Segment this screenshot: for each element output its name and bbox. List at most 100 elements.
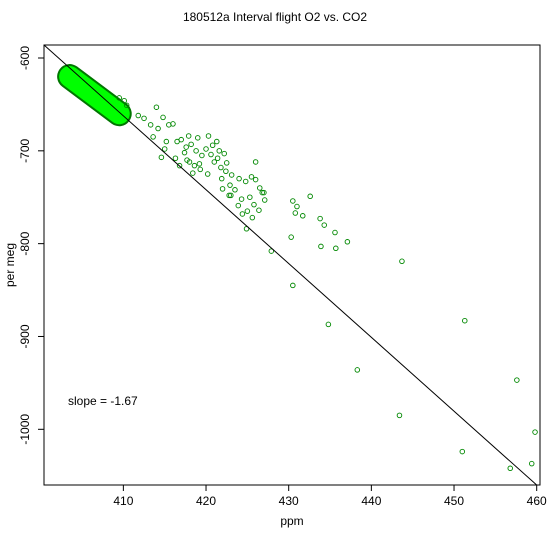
data-point [203,146,209,152]
data-point [317,215,323,222]
data-point [321,222,327,228]
data-point [257,185,263,191]
data-point [236,175,242,182]
x-axis: 410 420 430 440 450 460 [113,485,547,508]
data-point [462,317,468,324]
data-point [292,210,299,216]
data-point [248,174,255,180]
data-point [223,168,229,174]
x-tick-label: 420 [196,494,216,508]
y-tick-label: -900 [18,324,32,348]
slope-annotation: slope = -1.67 [68,394,138,408]
data-point [184,157,190,163]
data-point [325,321,332,328]
plot-frame [43,44,541,486]
data-point [153,104,160,110]
data-point [261,197,268,203]
x-tick-label: 440 [361,494,381,508]
y-axis: -600 -700 -800 -900 -1000 [18,46,44,445]
data-point [332,229,338,236]
data-point [172,155,179,161]
data-point [507,465,513,472]
data-point [299,213,306,219]
data-point [135,112,141,119]
chart-title: 180512a Interval flight O2 vs. CO2 [183,10,367,24]
data-point [178,136,184,143]
data-point [238,196,245,202]
data-point [197,166,203,173]
data-point [116,95,122,101]
data-point [161,146,168,152]
data-point [163,138,170,145]
data-point [209,142,216,149]
data-point [307,193,313,200]
data-point [249,214,256,221]
plot-area [43,44,538,486]
data-point [288,234,294,240]
data-point [218,175,225,182]
data-point [123,102,130,109]
data-point [514,377,520,383]
data-point [191,162,198,169]
fit-line [43,44,538,486]
data-point [219,186,226,192]
x-axis-title: ppm [280,514,303,528]
data-point [242,178,249,185]
data-point [247,194,253,200]
data-point [185,133,192,139]
data-point [252,176,259,183]
data-point [239,211,246,217]
y-tick-label: -600 [18,46,32,70]
data-point [170,121,176,127]
data-point [214,155,221,161]
y-tick-label: -700 [18,138,32,162]
data-point [193,148,199,154]
data-point [232,187,238,193]
data-point [141,115,147,122]
data-point [214,138,220,145]
data-point [158,154,165,161]
data-point [228,192,234,199]
data-point [205,133,212,139]
data-point [190,170,196,176]
data-point [147,122,154,128]
data-point [155,125,161,132]
data-point [181,149,188,156]
data-point [268,248,275,254]
data-point [396,412,403,419]
data-point [333,245,339,252]
x-tick-label: 460 [527,494,547,508]
data-point [199,152,205,159]
data-point [218,164,224,171]
data-point [227,182,233,188]
data-point [208,151,214,158]
data-point [294,203,300,210]
data-point [251,201,257,208]
data-point [196,161,203,167]
data-point [160,114,166,121]
data-point [256,207,262,213]
data-point [528,460,535,467]
x-tick-label: 410 [113,494,133,508]
y-axis-title: per meg [3,243,17,287]
data-point [226,192,232,199]
data-point [223,160,230,166]
data-point [344,239,351,245]
data-point [252,159,259,165]
data-point [244,208,251,214]
cluster-fill [59,66,130,125]
data-point [211,159,218,165]
data-point [188,141,194,148]
data-point [121,97,127,104]
data-point [459,448,466,455]
data-point [216,148,223,154]
data-point [259,189,265,196]
y-tick-label: -1000 [18,414,32,445]
data-point [290,198,296,204]
data-point [261,189,267,196]
data-point [176,162,183,169]
x-tick-label: 450 [444,494,464,508]
data-point [354,367,361,373]
y-tick-label: -800 [18,231,32,255]
